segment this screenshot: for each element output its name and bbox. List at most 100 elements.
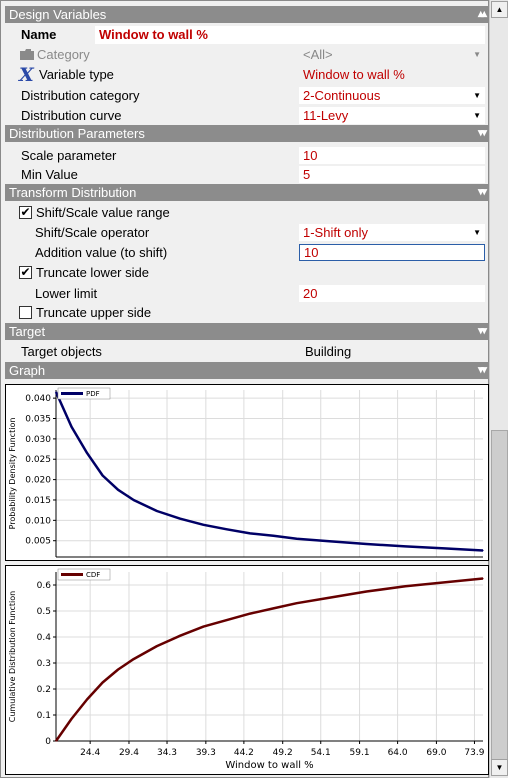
distribution-category-dropdown[interactable]: 2-Continuous ▼ bbox=[299, 87, 485, 104]
expand-chevron-icon[interactable]: ▾▾ bbox=[477, 364, 487, 376]
data-point bbox=[443, 547, 445, 550]
x-tick-label: 54.1 bbox=[311, 748, 331, 758]
min-value-field[interactable]: 5 bbox=[299, 166, 485, 183]
data-point bbox=[117, 489, 119, 491]
addition-value-input[interactable]: 10 bbox=[299, 244, 485, 261]
distribution-curve-dropdown[interactable]: 11-Levy ▼ bbox=[299, 107, 485, 124]
truncate-lower-label: Truncate lower side bbox=[36, 265, 149, 280]
lower-limit-label: Lower limit bbox=[35, 286, 98, 301]
collapse-chevron-icon[interactable]: ▴▴ bbox=[477, 8, 487, 20]
data-point bbox=[482, 577, 484, 580]
scrollbar-thumb[interactable] bbox=[491, 430, 508, 760]
scroll-down-arrow-icon[interactable]: ▼ bbox=[491, 759, 508, 776]
data-point bbox=[365, 543, 368, 545]
name-label: Name bbox=[21, 27, 57, 42]
transform-distribution-header[interactable]: Transform Distribution ▾▾ bbox=[5, 184, 489, 201]
data-point bbox=[272, 607, 274, 609]
distribution-category-value: 2-Continuous bbox=[303, 88, 381, 103]
distribution-parameters-header[interactable]: Distribution Parameters ▾▾ bbox=[5, 125, 489, 142]
y-tick-label: 0.040 bbox=[25, 394, 51, 404]
data-point bbox=[156, 645, 158, 647]
addition-value-row: Addition value (to shift) 10 bbox=[1, 243, 490, 263]
variable-x-icon: X bbox=[19, 64, 34, 86]
data-point bbox=[296, 538, 298, 540]
data-point bbox=[86, 452, 88, 454]
data-point bbox=[156, 510, 158, 512]
series-line bbox=[54, 391, 484, 552]
vertical-scrollbar[interactable]: ▲ ▼ bbox=[489, 0, 508, 778]
x-tick-label: 49.2 bbox=[273, 748, 293, 758]
data-point bbox=[202, 626, 205, 628]
section-title: Distribution Parameters bbox=[9, 126, 145, 141]
data-point bbox=[101, 474, 104, 477]
design-panel: Design Variables ▴▴ Name Window to wall … bbox=[0, 0, 489, 778]
data-point bbox=[249, 613, 251, 615]
lower-limit-row: Lower limit 20 bbox=[1, 284, 490, 304]
scale-parameter-field[interactable]: 10 bbox=[299, 147, 485, 164]
operator-dropdown[interactable]: 1-Shift only ▼ bbox=[299, 224, 485, 241]
truncate-upper-row: Truncate upper side bbox=[1, 303, 490, 323]
folder-icon bbox=[19, 48, 35, 64]
category-dropdown[interactable]: <All> ▼ bbox=[299, 46, 485, 63]
pdf-chart-area: 0.005 0.010 0.015 0.020 0.025 0.030 0.035 0.040… bbox=[5, 384, 489, 561]
data-point bbox=[443, 581, 445, 583]
target-header[interactable]: Target ▾▾ bbox=[5, 323, 489, 340]
data-point bbox=[226, 528, 228, 530]
lower-limit-field[interactable]: 20 bbox=[299, 285, 485, 302]
category-row: Category <All> ▼ bbox=[1, 45, 490, 65]
data-point bbox=[179, 635, 181, 637]
y-axis-label: Cumulative Distribution Function bbox=[8, 591, 17, 722]
data-point bbox=[272, 535, 274, 537]
legend-box bbox=[57, 387, 111, 400]
x-tick-label: 69.0 bbox=[426, 748, 446, 758]
expand-chevron-icon[interactable]: ▾▾ bbox=[477, 186, 487, 198]
dropdown-arrow-icon[interactable]: ▼ bbox=[473, 111, 481, 120]
data-point bbox=[55, 740, 57, 742]
truncate-lower-checkbox[interactable]: ✔ bbox=[19, 265, 32, 279]
expand-chevron-icon[interactable]: ▾▾ bbox=[477, 325, 487, 337]
section-title: Target bbox=[9, 324, 46, 339]
x-tick-label: 64.0 bbox=[388, 748, 408, 758]
scale-parameter-label: Scale parameter bbox=[21, 148, 117, 163]
target-objects-value[interactable]: Building bbox=[305, 344, 352, 359]
y-tick-label: 0.015 bbox=[25, 496, 51, 506]
distribution-category-row: Distribution category 2-Continuous ▼ bbox=[1, 86, 490, 106]
data-point bbox=[179, 518, 181, 520]
data-point bbox=[249, 532, 251, 534]
truncate-lower-row: ✔ Truncate lower side bbox=[1, 263, 490, 283]
shift-scale-checkbox[interactable]: ✔ bbox=[19, 205, 32, 219]
x-tick-label: 39.3 bbox=[196, 748, 216, 758]
variable-type-row: X Variable type Window to wall % bbox=[1, 64, 490, 86]
scroll-up-arrow-icon[interactable]: ▲ bbox=[491, 1, 508, 18]
data-point bbox=[482, 549, 484, 552]
x-tick-label: 29.4 bbox=[119, 748, 139, 758]
dropdown-arrow-icon[interactable]: ▼ bbox=[473, 91, 481, 100]
y-tick-label: 0.1 bbox=[37, 711, 51, 721]
min-value-label: Min Value bbox=[21, 167, 78, 182]
dropdown-arrow-icon[interactable]: ▼ bbox=[473, 50, 481, 59]
distribution-category-label: Distribution category bbox=[21, 88, 140, 103]
dropdown-arrow-icon[interactable]: ▼ bbox=[473, 228, 481, 237]
data-point bbox=[404, 545, 406, 548]
variable-type-value: Window to wall % bbox=[303, 67, 405, 82]
target-objects-row: Target objects Building bbox=[1, 342, 490, 362]
expand-chevron-icon[interactable]: ▾▾ bbox=[477, 127, 487, 139]
addition-value-label: Addition value (to shift) bbox=[35, 245, 168, 260]
data-point bbox=[226, 619, 228, 621]
design-variables-header[interactable]: Design Variables ▴▴ bbox=[5, 6, 489, 23]
y-tick-label: 0.6 bbox=[37, 581, 52, 591]
y-tick-label: 0.030 bbox=[25, 435, 51, 445]
y-tick-label: 0.020 bbox=[25, 476, 51, 486]
legend-label: CDF bbox=[86, 571, 100, 579]
distribution-curve-row: Distribution curve 11-Levy ▼ bbox=[1, 106, 490, 126]
name-field[interactable]: Window to wall % bbox=[95, 26, 485, 44]
y-tick-label: 0.005 bbox=[25, 537, 51, 547]
y-tick-label: 0.035 bbox=[25, 415, 51, 425]
truncate-upper-checkbox[interactable] bbox=[19, 306, 32, 319]
y-tick-label: 0.025 bbox=[25, 455, 51, 465]
min-value-row: Min Value 5 bbox=[1, 165, 490, 185]
operator-row: Shift/Scale operator 1-Shift only ▼ bbox=[1, 223, 490, 243]
legend-box bbox=[57, 568, 111, 581]
graph-header[interactable]: Graph ▾▾ bbox=[5, 362, 489, 379]
data-point bbox=[86, 698, 88, 700]
